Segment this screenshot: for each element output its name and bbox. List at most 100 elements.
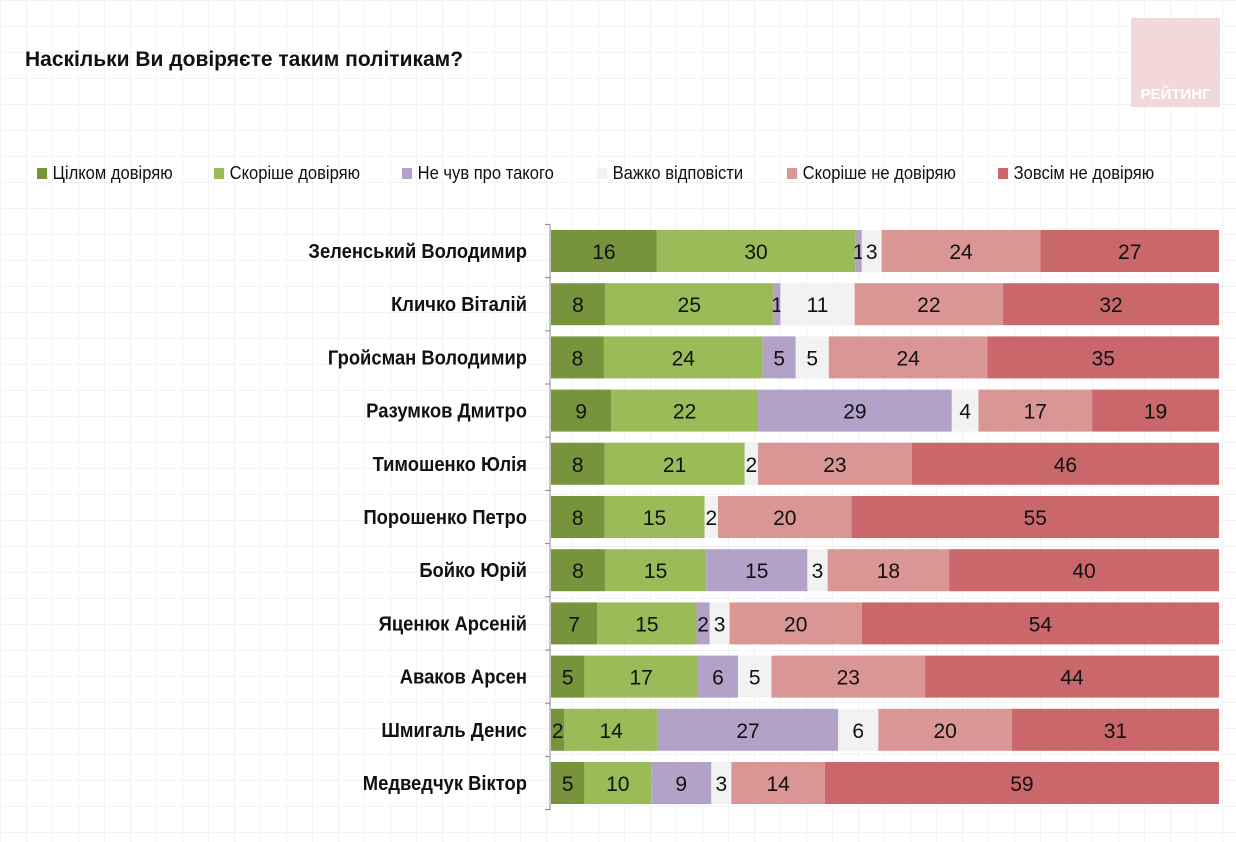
bar-segment bbox=[656, 230, 856, 272]
legend-swatch bbox=[214, 168, 225, 179]
data-label: 8 bbox=[572, 560, 584, 583]
bar-segment bbox=[551, 230, 657, 272]
data-label: 2 bbox=[552, 720, 564, 743]
bar-segment bbox=[855, 230, 862, 272]
category-label: Аваков Арсен bbox=[400, 667, 527, 689]
data-label: 25 bbox=[678, 294, 701, 317]
bar-segment bbox=[604, 442, 745, 485]
data-label: 2 bbox=[705, 507, 717, 530]
bar-segment bbox=[978, 389, 1093, 432]
bar-segment bbox=[1003, 283, 1219, 326]
bar-segment bbox=[949, 549, 1219, 592]
data-label: 9 bbox=[575, 401, 587, 424]
bar-segment bbox=[878, 708, 1012, 751]
bar-segment bbox=[795, 336, 829, 379]
bar-segment bbox=[604, 283, 774, 326]
legend-label: Цілком довіряю bbox=[52, 163, 173, 183]
bar-segment bbox=[709, 602, 730, 645]
bar-segment bbox=[564, 708, 658, 751]
data-label: 15 bbox=[635, 613, 658, 636]
bar-segment bbox=[1040, 230, 1219, 272]
data-label: 4 bbox=[959, 401, 971, 424]
bar-segment bbox=[758, 442, 912, 485]
data-label: 40 bbox=[1072, 560, 1095, 583]
bar-segment bbox=[951, 389, 979, 432]
bar-segment bbox=[828, 336, 988, 379]
data-label: 55 bbox=[1024, 507, 1047, 530]
data-label: 5 bbox=[749, 667, 761, 690]
bar-segment bbox=[771, 655, 926, 698]
bar-segment bbox=[824, 762, 1219, 804]
bar-segment bbox=[780, 283, 855, 326]
legend-item: Скоріше не довіряю bbox=[787, 163, 956, 184]
bar-segment bbox=[706, 549, 808, 592]
bar-segment bbox=[657, 708, 839, 751]
category-label: Шмигаль Денис bbox=[381, 720, 527, 742]
data-label: 24 bbox=[896, 347, 920, 370]
category-label: Порошенко Петро bbox=[363, 507, 527, 529]
bar-segment bbox=[551, 442, 605, 485]
rating-logo: РЕЙТИНГ bbox=[1131, 18, 1220, 107]
legend-item: Скоріше довіряю bbox=[214, 163, 360, 184]
legend-label: Скоріше довіряю bbox=[229, 163, 360, 183]
data-label: 24 bbox=[672, 347, 696, 370]
data-label: 18 bbox=[877, 560, 900, 583]
bar-segment bbox=[597, 602, 697, 645]
data-label: 20 bbox=[784, 613, 807, 636]
data-label: 1 bbox=[771, 294, 783, 317]
category-label: Бойко Юрій bbox=[419, 561, 527, 583]
data-label: 27 bbox=[1118, 241, 1141, 264]
data-label: 5 bbox=[773, 347, 785, 370]
category-label: Медведчук Віктор bbox=[363, 773, 527, 795]
data-label: 11 bbox=[807, 294, 829, 317]
data-label: 5 bbox=[806, 347, 818, 370]
data-label: 54 bbox=[1029, 613, 1053, 636]
chart-title: Наскільки Ви довіряєте таким політикам? bbox=[25, 48, 464, 71]
bar-segment bbox=[738, 655, 772, 698]
data-label: 59 bbox=[1010, 773, 1033, 796]
data-label: 15 bbox=[644, 560, 667, 583]
bar-segment bbox=[651, 762, 712, 804]
bar-segment bbox=[758, 389, 952, 432]
bar-segment bbox=[711, 762, 732, 804]
legend-swatch bbox=[37, 168, 48, 179]
category-label: Гройсман Володимир bbox=[328, 348, 527, 370]
bar-segment bbox=[603, 336, 763, 379]
data-label: 6 bbox=[852, 720, 864, 743]
legend-label: Скоріше не довіряю bbox=[802, 163, 956, 183]
data-label: 15 bbox=[745, 560, 768, 583]
bar-segment bbox=[1092, 389, 1219, 432]
data-label: 8 bbox=[572, 347, 584, 370]
data-label: 23 bbox=[823, 454, 846, 477]
data-label: 3 bbox=[812, 560, 824, 583]
bar-segment bbox=[551, 389, 612, 432]
data-label: 8 bbox=[572, 454, 584, 477]
data-label: 10 bbox=[606, 773, 629, 796]
bar-segment bbox=[551, 496, 605, 538]
category-label: Кличко Віталій bbox=[391, 295, 527, 317]
category-label: Зеленський Володимир bbox=[308, 241, 527, 263]
bar-segment bbox=[854, 283, 1004, 326]
data-label: 44 bbox=[1060, 667, 1084, 690]
bar-segment bbox=[551, 602, 598, 645]
legend-swatch bbox=[597, 168, 608, 179]
bar-segment bbox=[551, 708, 565, 751]
legend-item: Не чув про такого bbox=[402, 163, 554, 184]
data-label: 9 bbox=[675, 773, 687, 796]
bar-segment bbox=[584, 655, 698, 698]
bar-segment bbox=[987, 336, 1219, 379]
bar-segment bbox=[827, 549, 950, 592]
bar-segment bbox=[925, 655, 1219, 698]
data-label: 17 bbox=[1024, 401, 1047, 424]
data-label: 14 bbox=[766, 773, 790, 796]
data-label: 21 bbox=[663, 454, 686, 477]
bar-segment bbox=[911, 442, 1219, 485]
bar-segment bbox=[744, 442, 759, 485]
bar-segment bbox=[697, 655, 739, 698]
bar-segment bbox=[584, 762, 652, 804]
category-label: Яценюк Арсеній bbox=[379, 614, 527, 636]
data-label: 7 bbox=[568, 613, 580, 636]
data-label: 20 bbox=[933, 720, 956, 743]
data-label: 22 bbox=[673, 401, 696, 424]
data-label: 2 bbox=[697, 613, 709, 636]
